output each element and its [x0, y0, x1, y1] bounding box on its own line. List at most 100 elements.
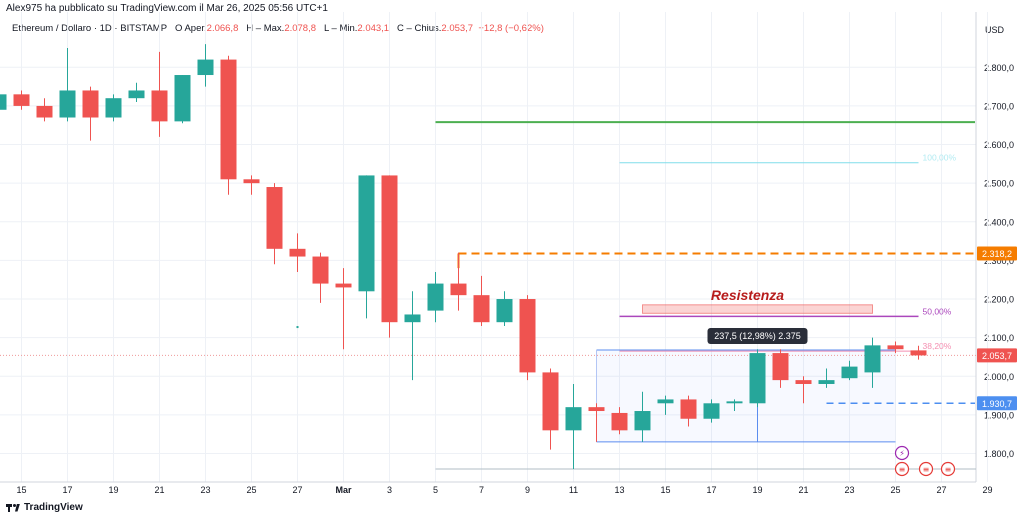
us-flag-icon	[894, 461, 910, 477]
us-flag-icon-glyph: ≡	[899, 465, 906, 474]
candle-body	[220, 59, 237, 180]
price-label-bg	[977, 348, 1017, 363]
close-label: Chius.	[414, 23, 442, 34]
y-tick-label: 2.300,0	[984, 256, 1014, 266]
y-tick-label: 2.100,0	[984, 333, 1014, 343]
fib-level-label: 38,20%	[923, 341, 952, 351]
x-tick-label: 15	[16, 485, 26, 495]
candle-body	[82, 90, 99, 118]
price-label-bg	[977, 246, 1017, 261]
us-flag-icon-glyph: ≡	[945, 465, 952, 474]
candle-body	[611, 412, 628, 431]
close-value: 2.053,7	[441, 23, 474, 34]
candle-body	[266, 187, 283, 249]
x-tick-label: 15	[660, 485, 670, 495]
candle-body	[335, 283, 352, 288]
currency-label: USD	[985, 25, 1005, 35]
close-letter: C	[397, 23, 404, 34]
price-label: 1.930,7	[982, 399, 1012, 409]
low-value: 2.043,1	[357, 23, 390, 34]
y-tick-label: 2.800,0	[984, 63, 1014, 73]
candle-body	[404, 314, 421, 323]
candle-marker	[296, 326, 299, 329]
measure-tooltip-text: 237,5 (12,98%) 2.375	[714, 331, 801, 341]
x-tick-label: 25	[890, 485, 900, 495]
y-tick-label: 2.700,0	[984, 101, 1014, 111]
y-tick-label: 1.900,0	[984, 410, 1014, 420]
x-tick-label: 19	[752, 485, 762, 495]
y-tick-label: 2.500,0	[984, 179, 1014, 189]
us-flag-icon	[918, 461, 934, 477]
y-tick-label: 2.600,0	[984, 140, 1014, 150]
high-value: 2.078,8	[284, 23, 317, 34]
x-tick-label: 21	[154, 485, 164, 495]
candle-body	[358, 175, 375, 292]
x-tick-label: 29	[982, 485, 992, 495]
candle-body	[795, 380, 812, 384]
candle-body	[841, 366, 858, 379]
candle-body	[381, 175, 398, 323]
measure-tooltip-bg	[707, 327, 808, 344]
x-tick-label: 13	[614, 485, 624, 495]
x-tick-label: Mar	[335, 485, 352, 495]
candle-body	[450, 283, 467, 296]
candle-body	[634, 411, 651, 431]
x-tick-label: 9	[525, 485, 530, 495]
y-tick-label: 2.200,0	[984, 295, 1014, 305]
low-label: Min.	[339, 23, 358, 34]
ohlc-legend: Ethereum / Dollaro · 1D · BITSTAMP O Ape…	[12, 23, 544, 34]
lightning-icon	[894, 445, 910, 461]
high-letter: H	[246, 23, 254, 34]
price-label: 2.053,7	[982, 351, 1012, 361]
x-tick-label: 19	[108, 485, 118, 495]
candle-body	[542, 372, 559, 431]
candle-body	[0, 94, 7, 110]
us-flag-icon-glyph: ≡	[923, 465, 930, 474]
y-tick-label: 2.000,0	[984, 372, 1014, 382]
x-tick-label: 27	[936, 485, 946, 495]
lightning-icon-glyph: ⚡	[899, 449, 905, 458]
us-flag-icon	[940, 461, 956, 477]
candle-body	[496, 299, 513, 323]
open-label: Aper.	[184, 23, 207, 34]
symbol-label: Ethereum / Dollaro · 1D · BITSTAMP	[12, 23, 168, 34]
candle-body	[151, 90, 168, 122]
fib-level-label: 50,00%	[923, 306, 952, 316]
candle-body	[427, 283, 444, 311]
tradingview-logo-icon	[6, 503, 20, 513]
candle-body	[726, 401, 743, 404]
change-value: −12,8 (−0,62%)	[478, 23, 544, 34]
candle-body	[59, 90, 76, 118]
candle-body	[243, 179, 260, 184]
y-tick-label: 1.800,0	[984, 449, 1014, 459]
x-tick-label: 7	[479, 485, 484, 495]
candle-body	[174, 75, 191, 122]
open-letter: O	[174, 23, 183, 34]
candle-body	[312, 256, 329, 284]
candle-body	[749, 353, 766, 404]
resistance-zone	[642, 304, 873, 314]
candle-body	[887, 345, 904, 350]
x-tick-label: 11	[569, 485, 578, 495]
candle-body	[864, 345, 881, 373]
x-tick-label: 5	[433, 485, 438, 495]
fib-level-label: 100,00%	[923, 153, 957, 163]
candle-body	[13, 94, 30, 106]
open-value: 2.066,8	[206, 23, 239, 34]
candle-body	[105, 98, 122, 118]
x-tick-label: 21	[798, 485, 808, 495]
candle-body	[289, 248, 306, 257]
candle-body	[565, 407, 582, 431]
candle-body	[36, 105, 53, 118]
price-label-bg	[977, 396, 1017, 411]
tradingview-brand: TradingView	[24, 502, 83, 513]
x-tick-label: 3	[387, 485, 392, 495]
candle-body	[197, 59, 214, 76]
x-tick-label: 25	[246, 485, 256, 495]
candle-body	[657, 399, 674, 404]
x-tick-label: 17	[706, 485, 716, 495]
candle-body	[703, 403, 720, 419]
candle-body	[680, 399, 697, 419]
candle-body	[588, 407, 605, 412]
